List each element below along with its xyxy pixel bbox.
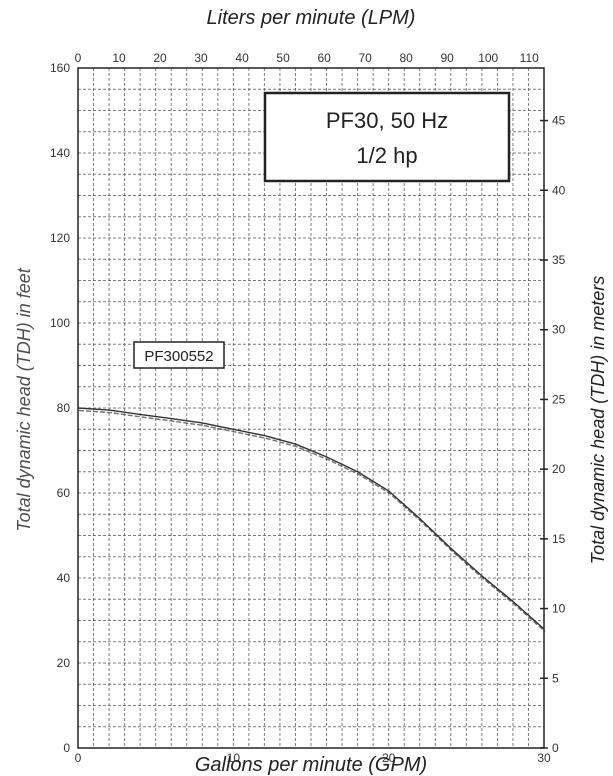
y-tick-label: 0 — [63, 741, 70, 755]
title-box: PF30, 50 Hz 1/2 hp — [263, 91, 511, 183]
y2-tick-label: 0 — [552, 741, 559, 755]
y-tick-label: 60 — [57, 486, 71, 500]
series-label: PF300552 — [144, 348, 213, 365]
x-tick-label: 10 — [227, 751, 241, 765]
y-tick-label: 40 — [57, 571, 71, 585]
chart-title: PF30, 50 Hz — [326, 108, 448, 133]
x2-tick-label: 20 — [153, 51, 167, 65]
series-line-shadow-PF300552 — [78, 409, 546, 633]
y2-tick-label: 15 — [552, 532, 566, 546]
y2-tick-label: 30 — [552, 323, 566, 337]
x2-tick-label: 70 — [358, 51, 372, 65]
y-tick-label: 120 — [50, 231, 70, 245]
y-tick-label: 140 — [50, 146, 70, 160]
curve-layer — [77, 407, 546, 633]
x2-axis-title: Liters per minute (LPM) — [207, 7, 416, 29]
y2-tick-label: 35 — [552, 253, 566, 267]
tick-labels: 0 10 20 300 10 20 30 40 50 60 70 80 90 100 11002040608… — [50, 51, 566, 765]
x2-tick-label: 80 — [399, 51, 413, 65]
x2-tick-label: 10 — [112, 51, 126, 65]
y-tick-label: 160 — [50, 61, 70, 75]
x-tick-label: 0 — [75, 751, 82, 765]
x2-tick-label: 40 — [235, 51, 249, 65]
x2-tick-label: 30 — [194, 51, 208, 65]
series-line-PF300552 — [77, 407, 545, 630]
chart-subtitle: 1/2 hp — [356, 143, 417, 168]
x-tick-label: 20 — [382, 751, 396, 765]
y2-tick-label: 20 — [552, 462, 566, 476]
y2-tick-label: 45 — [552, 114, 566, 128]
y2-axis-title: Total dynamic head (TDH) in meters — [588, 276, 608, 564]
y-tick-label: 80 — [57, 401, 71, 415]
x2-tick-label: 50 — [276, 51, 290, 65]
y-tick-label: 20 — [57, 656, 71, 670]
y2-tick-label: 40 — [552, 183, 566, 197]
y2-tick-label: 25 — [552, 392, 566, 406]
y-axis-title: Total dynamic head (TDH) in feet — [14, 267, 34, 531]
x2-tick-label: 90 — [441, 51, 455, 65]
y2-tick-label: 5 — [552, 671, 559, 685]
x-axis-title: Gallons per minute (GPM) — [195, 754, 427, 776]
x2-tick-label: 110 — [520, 51, 539, 65]
series-label-box: PF300552 — [133, 341, 225, 369]
x2-tick-label: 100 — [478, 51, 498, 65]
x2-tick-label: 0 — [75, 51, 82, 65]
x2-tick-label: 60 — [317, 51, 331, 65]
y2-tick-label: 10 — [552, 602, 566, 616]
x-tick-label: 30 — [537, 751, 551, 765]
y-tick-label: 100 — [50, 316, 70, 330]
